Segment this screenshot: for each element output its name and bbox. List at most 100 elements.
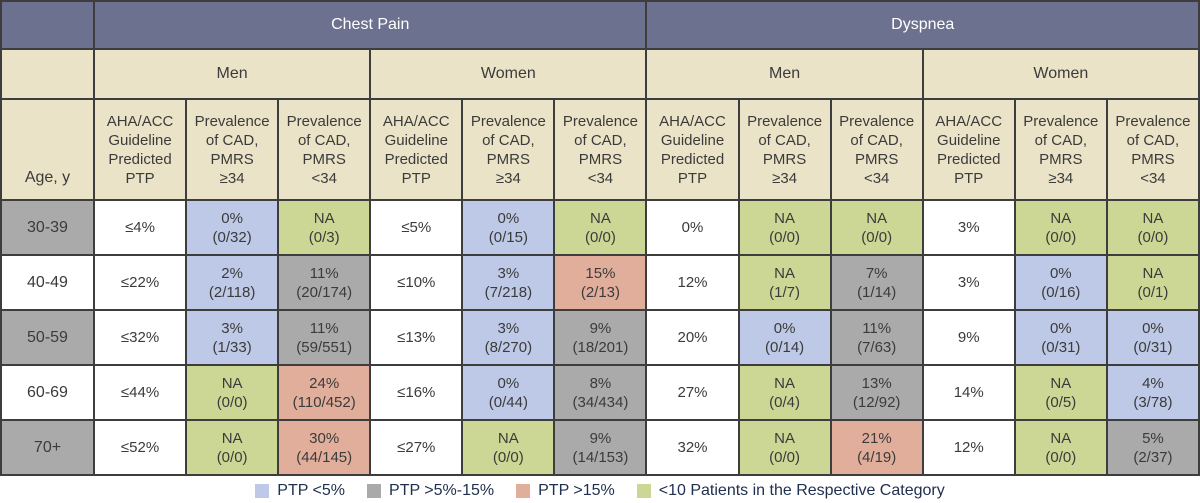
cell-value: NA [1050, 429, 1072, 447]
data-cell: 2% (2/118) [185, 254, 280, 311]
data-cell: 9% [921, 309, 1016, 366]
cell-detail: (1/7) [769, 283, 800, 301]
cell-value: 12% [677, 274, 708, 291]
data-cell: 5% (2/37) [1105, 419, 1200, 476]
col-header-pmrs-lt34: Prevalence of CAD, PMRS <34 [277, 98, 372, 201]
row-header-age: 40-49 [0, 254, 95, 311]
data-cell: 14% [921, 364, 1016, 421]
data-cell: NA (0/0) [461, 419, 556, 476]
cell-value: NA [1142, 264, 1164, 282]
col-header-pmrs-lt34: Prevalence of CAD, PMRS <34 [553, 98, 648, 201]
row-header-age: 30-39 [0, 199, 95, 256]
cell-detail: (0/0) [1045, 228, 1077, 246]
data-cell: NA (0/0) [737, 419, 832, 476]
cell-value: NA [1142, 209, 1164, 227]
cell-detail: (0/44) [488, 393, 528, 411]
cell-value: NA [497, 429, 519, 447]
top-header-chest-pain: Chest Pain [92, 0, 648, 50]
col-header-pmrs-ge34: Prevalence of CAD, PMRS ≥34 [737, 98, 832, 201]
cell-value: 0% [681, 219, 704, 236]
col-header-ptp: AHA/ACC Guideline Predicted PTP [645, 98, 740, 201]
cell-value: 8% [589, 374, 612, 392]
col-header-pmrs-ge34: Prevalence of CAD, PMRS ≥34 [185, 98, 280, 201]
cell-value: NA [774, 374, 795, 392]
cell-value: ≤44% [120, 384, 160, 401]
cell-value: ≤16% [397, 384, 436, 401]
legend-item-ptp-5-15: PTP >5%-15% [367, 482, 494, 500]
cell-detail: (2/118) [208, 283, 256, 301]
legend-label: PTP >15% [538, 481, 615, 499]
cell-detail: (0/0) [216, 393, 248, 411]
legend-item-lt10-patients: <10 Patients in the Respective Category [636, 482, 945, 500]
data-cell: NA (0/0) [829, 199, 924, 256]
cell-detail: (110/452) [292, 393, 356, 411]
cell-detail: (0/0) [769, 448, 800, 466]
cell-detail: (0/3) [308, 228, 340, 246]
cell-detail: (0/4) [769, 393, 800, 411]
legend-swatch-blue [255, 483, 270, 498]
data-cell: ≤4% [92, 199, 188, 256]
data-cell: ≤27% [369, 419, 464, 476]
col-header-ptp: AHA/ACC Guideline Predicted PTP [921, 98, 1016, 201]
table-row-50-59: 50-59 ≤32% 3% (1/33) 11% (59/551) ≤13% 3%(… [0, 309, 1200, 366]
legend-label: PTP <5% [277, 481, 346, 499]
cell-value: 5% [1142, 429, 1164, 447]
cell-value: 15% [585, 264, 616, 282]
data-cell: ≤44% [92, 364, 188, 421]
data-cell: 0% (0/44) [461, 364, 556, 421]
data-cell: ≤22% [92, 254, 188, 311]
cell-detail: (0/0) [216, 448, 248, 466]
data-cell: 3% (8/270) [461, 309, 556, 366]
cell-value: 11% [309, 264, 339, 282]
data-cell: ≤32% [92, 309, 188, 366]
cell-value: 14% [953, 384, 984, 401]
cell-value: 11% [862, 319, 892, 337]
cell-value: ≤5% [401, 219, 432, 236]
cell-value: 4% [1142, 374, 1164, 392]
cell-value: ≤4% [125, 219, 155, 236]
cell-detail: (20/174) [296, 283, 353, 301]
data-cell: 11% (20/174) [277, 254, 372, 311]
data-cell: 3% (1/33) [185, 309, 280, 366]
sex-group-header-row: Men Women Men Women [0, 48, 1200, 100]
data-cell: ≤16% [369, 364, 464, 421]
cell-detail: (12/92) [852, 393, 901, 411]
top-header-row: Chest Pain Dyspnea [0, 0, 1200, 50]
cell-value: 3% [221, 319, 243, 337]
cell-value: NA [866, 209, 888, 227]
cell-detail: (59/551) [296, 338, 353, 356]
data-cell: NA (1/7) [737, 254, 832, 311]
cell-detail: (0/1) [1137, 283, 1169, 301]
cell-value: ≤27% [397, 439, 436, 456]
legend-swatch-green [636, 483, 651, 498]
cell-value: 0% [1049, 319, 1072, 337]
data-cell: 0% [645, 199, 740, 256]
cell-value: 0% [1142, 319, 1164, 337]
data-cell: 27% [645, 364, 740, 421]
data-cell: 7% (1/14) [829, 254, 924, 311]
legend-item-ptp-gt15: PTP >15% [516, 482, 615, 500]
col-header-ptp: AHA/ACC Guideline Predicted PTP [369, 98, 464, 201]
data-cell: NA (0/0) [1013, 199, 1108, 256]
data-cell: 32% [645, 419, 740, 476]
row-header-age: 50-59 [0, 309, 95, 366]
cell-value: 3% [957, 219, 980, 236]
data-cell: 12% [921, 419, 1016, 476]
data-cell: 0% (0/16) [1013, 254, 1108, 311]
data-cell: 12% [645, 254, 740, 311]
cell-detail: (0/31) [1041, 338, 1081, 356]
cell-value: 9% [589, 319, 612, 337]
cell-detail: (0/0) [1137, 228, 1169, 246]
col-header-pmrs-ge34: Prevalence of CAD, PMRS ≥34 [1013, 98, 1108, 201]
cell-detail: (3/78) [1133, 393, 1173, 411]
cell-value: NA [774, 264, 795, 282]
data-cell: 0% (0/32) [185, 199, 280, 256]
data-cell: 11% (7/63) [829, 309, 924, 366]
data-cell: 0% (0/15) [461, 199, 556, 256]
cell-detail: (0/0) [861, 228, 893, 246]
group-header-chest-pain-women: Women [369, 48, 648, 100]
cell-value: ≤22% [120, 274, 160, 291]
row-header-age: 70+ [0, 419, 95, 476]
data-cell: 11% (59/551) [277, 309, 372, 366]
